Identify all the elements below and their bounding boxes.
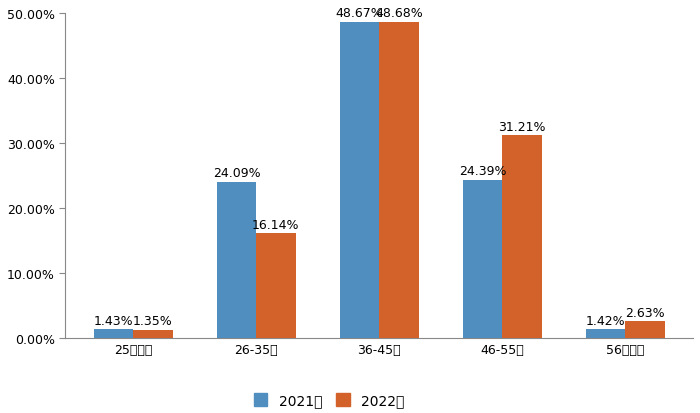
Text: 31.21%: 31.21% (498, 121, 545, 133)
Bar (379, 23, 419, 339)
Text: 2.63%: 2.63% (625, 306, 665, 319)
Bar (340, 23, 379, 339)
Bar (502, 136, 542, 339)
Bar (256, 234, 295, 339)
Bar (94, 330, 133, 339)
Text: 24.39%: 24.39% (458, 165, 506, 178)
Bar (133, 330, 173, 339)
Bar (217, 182, 256, 339)
Bar (463, 180, 502, 339)
Text: 24.09%: 24.09% (213, 167, 260, 180)
Bar (586, 330, 625, 339)
Text: 48.68%: 48.68% (375, 7, 423, 20)
Text: 16.14%: 16.14% (252, 218, 300, 231)
Bar (625, 322, 664, 339)
Text: 1.43%: 1.43% (94, 314, 134, 327)
Text: 1.35%: 1.35% (133, 314, 173, 327)
Text: 1.42%: 1.42% (586, 314, 625, 327)
Text: 48.67%: 48.67% (336, 7, 384, 20)
Legend: 2021年, 2022年: 2021年, 2022年 (248, 388, 410, 413)
